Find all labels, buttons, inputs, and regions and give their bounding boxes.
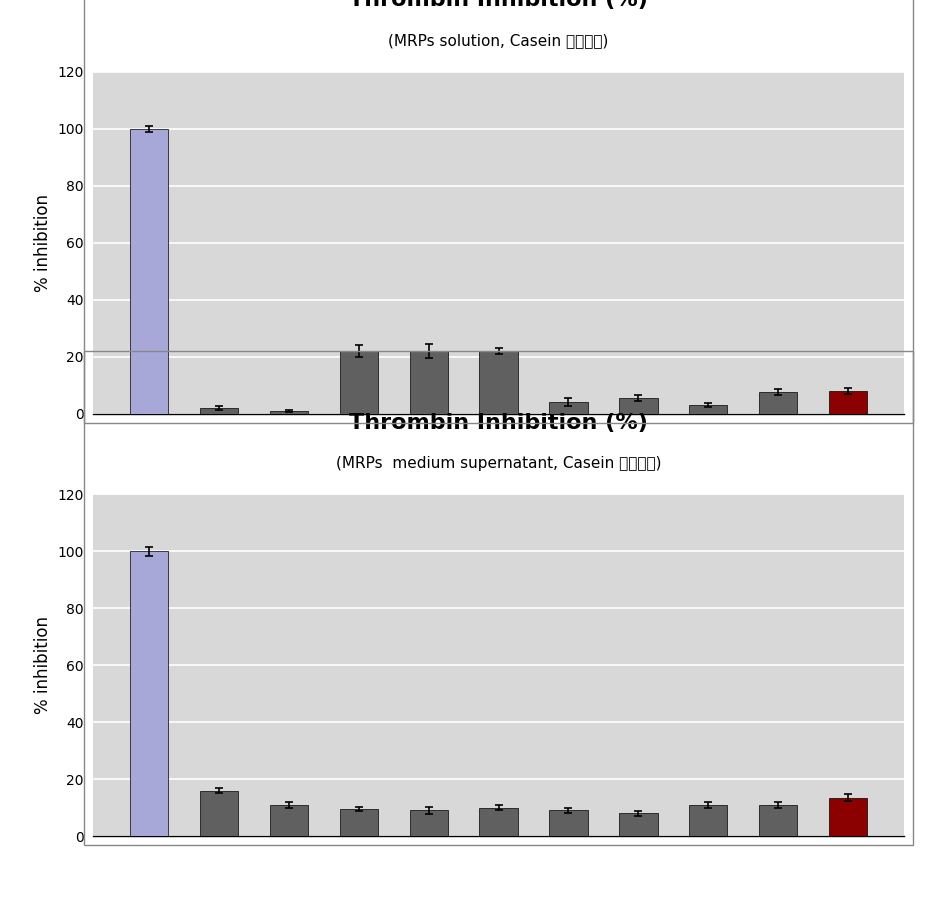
Bar [549, 402, 588, 414]
Bar [409, 351, 448, 414]
Text: Thrombin Inhibition (%): Thrombin Inhibition (%) [350, 0, 648, 11]
Bar [619, 814, 658, 836]
Bar [130, 129, 169, 414]
Bar [479, 807, 518, 836]
Bar [200, 790, 239, 836]
Bar [829, 391, 867, 414]
Bar [339, 809, 378, 836]
Bar [269, 805, 308, 836]
Bar [549, 811, 588, 836]
Bar [619, 398, 658, 414]
Text: (MRPs  medium supernatant, Casein 선발균주): (MRPs medium supernatant, Casein 선발균주) [336, 456, 662, 470]
Bar [339, 351, 378, 414]
Bar [759, 805, 797, 836]
Bar [689, 405, 728, 414]
Text: Thrombin Inhibition (%): Thrombin Inhibition (%) [350, 413, 648, 433]
Bar [689, 805, 728, 836]
Bar [829, 797, 867, 836]
Y-axis label: % inhibition: % inhibition [34, 616, 51, 715]
Bar [269, 411, 308, 414]
Bar [200, 408, 239, 414]
Bar [759, 392, 797, 414]
Y-axis label: % inhibition: % inhibition [34, 193, 51, 292]
Bar [409, 811, 448, 836]
Text: (MRPs solution, Casein 선발균주): (MRPs solution, Casein 선발균주) [389, 33, 609, 48]
Bar [479, 351, 518, 414]
Bar [130, 551, 169, 836]
